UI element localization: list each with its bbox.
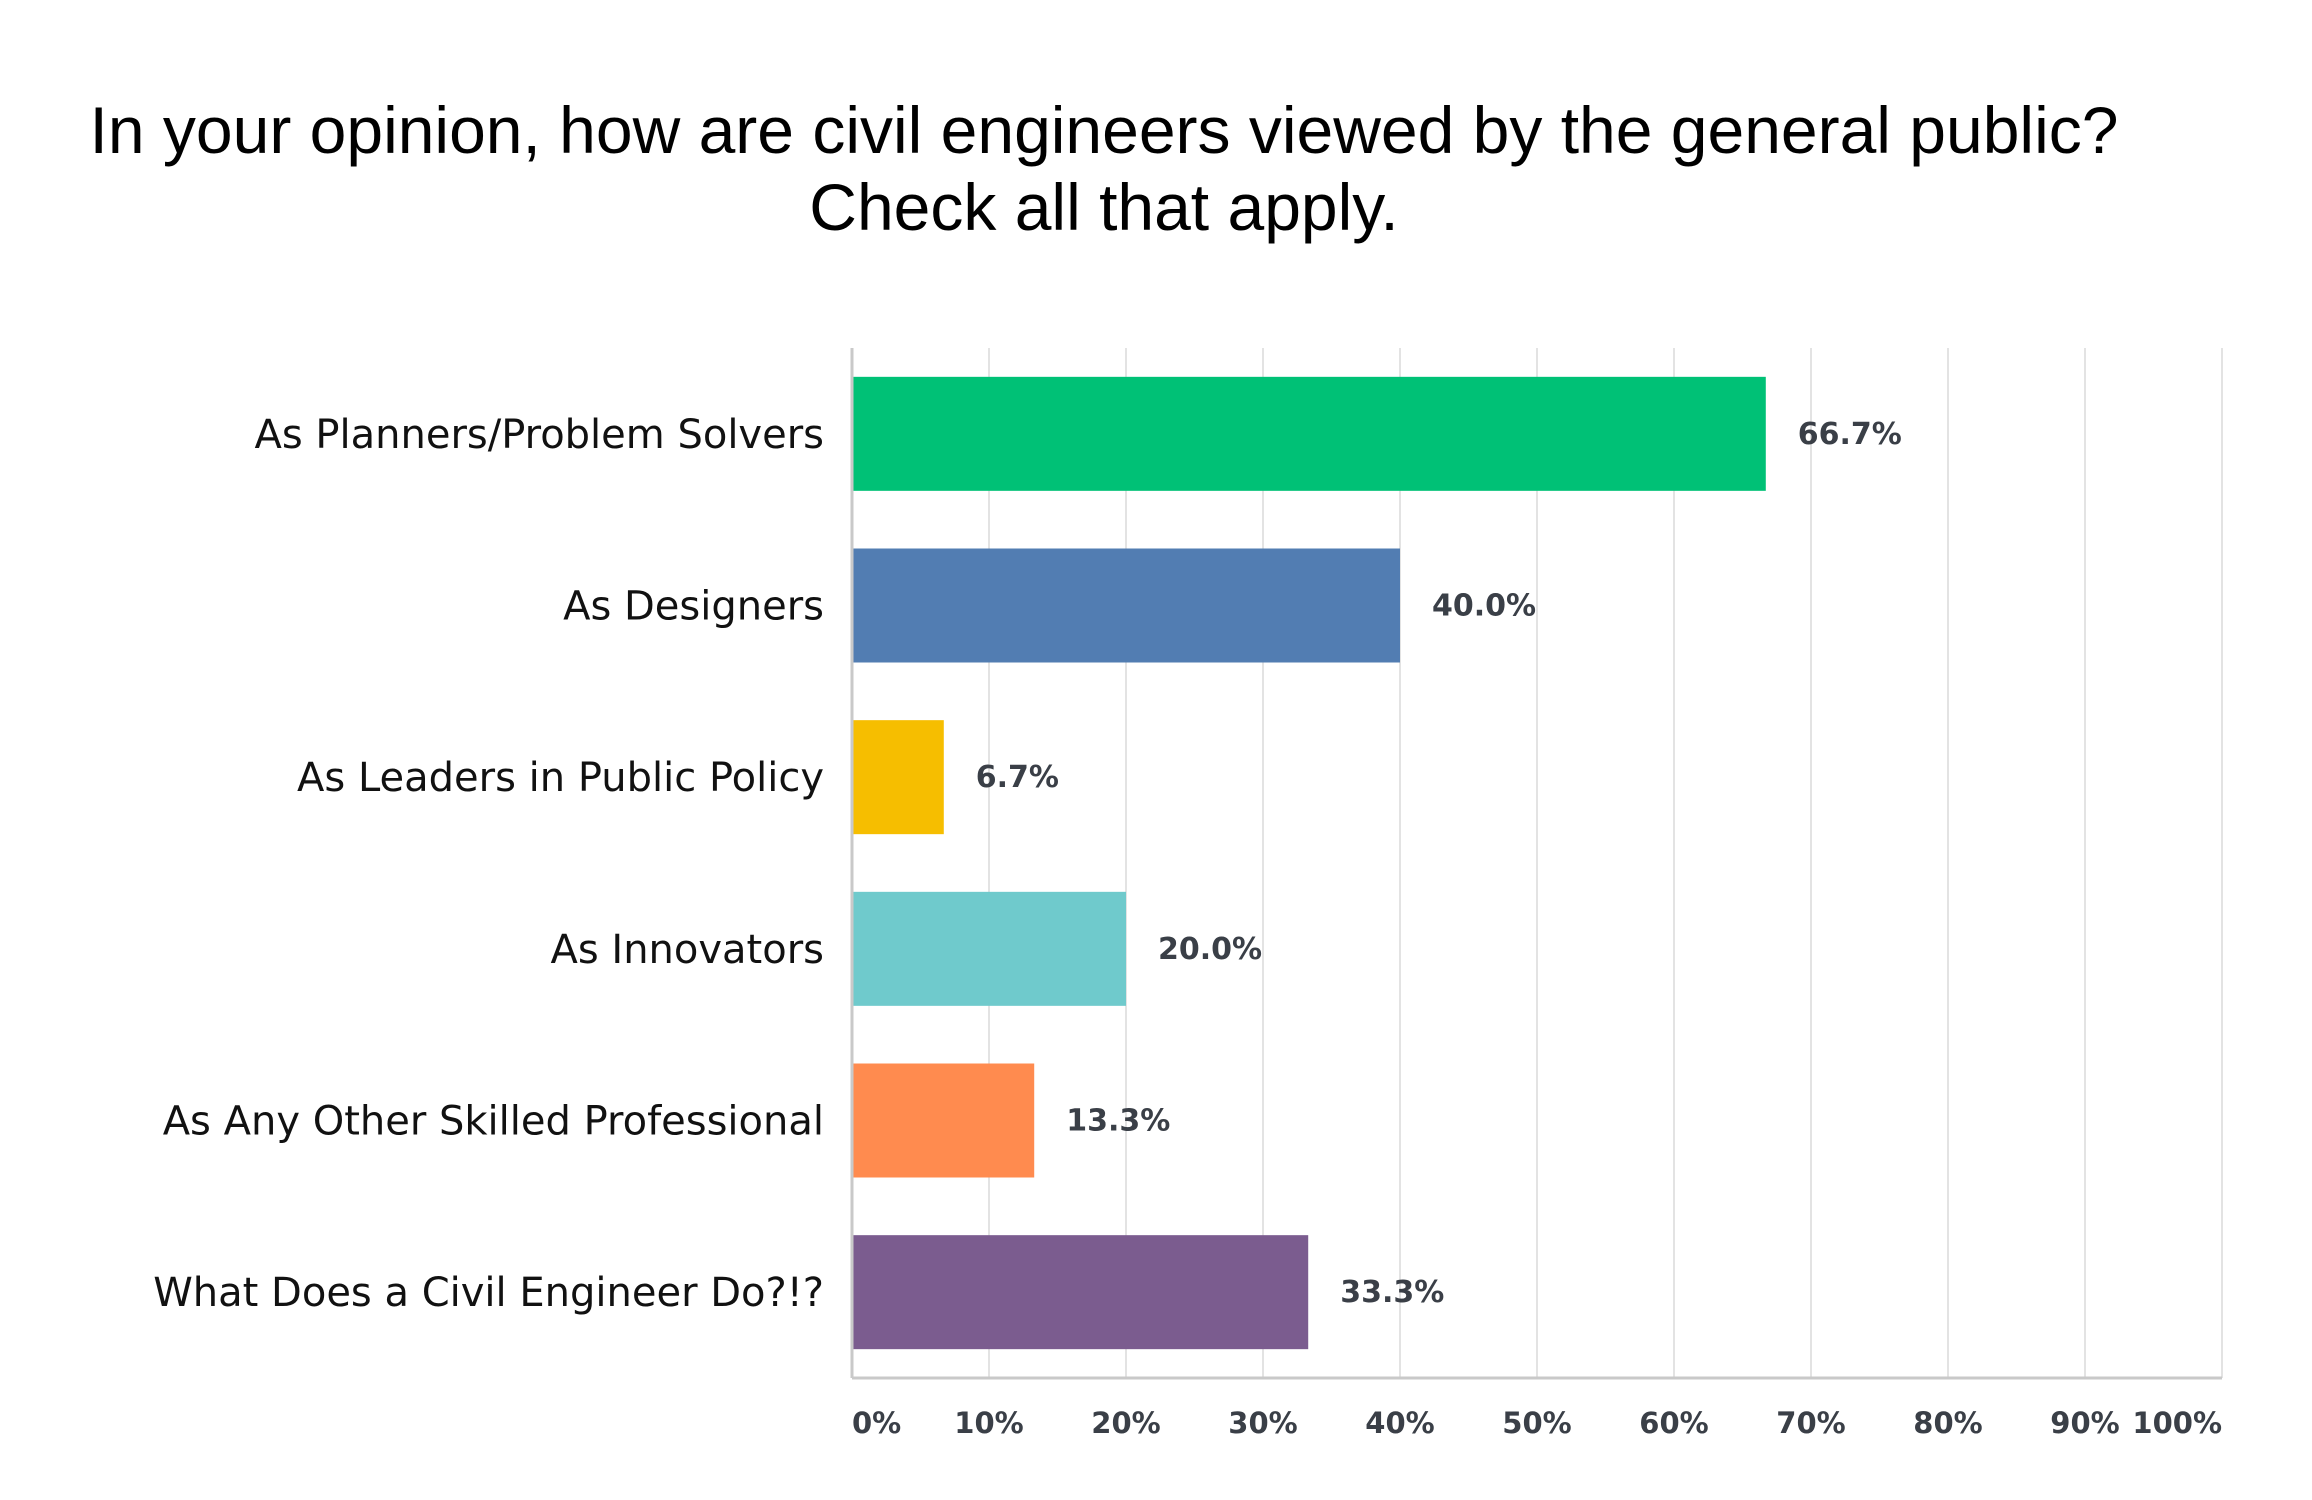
grid-lines [988,348,2223,1378]
bar [852,891,1126,1006]
x-tick-label: 80% [1913,1406,1982,1440]
x-tick-label: 60% [1639,1406,1708,1440]
category-label: As Designers [563,584,824,630]
category-label: What Does a Civil Engineer Do?!? [153,1270,824,1316]
x-tick-label: 0% [852,1406,901,1440]
x-tick-label: 50% [1502,1406,1571,1440]
bar [852,548,1400,663]
chart-title-line-2: Check all that apply. [809,170,1398,244]
data-label: 33.3% [1340,1275,1444,1310]
chart-title: In your opinion, how are civil engineers… [90,93,2119,244]
bars [852,376,1766,1350]
chart-title-line-1: In your opinion, how are civil engineers… [90,93,2119,167]
x-tick-label: 20% [1091,1406,1160,1440]
x-tick-label: 10% [954,1406,1023,1440]
x-tick-label: 100% [2132,1406,2222,1440]
data-label: 6.7% [976,760,1059,795]
bar [852,720,944,835]
labels: 0% 10% 20% 30% 40% 50% 60% 70% 80% 90% 100% As Plan… [153,412,2222,1440]
data-label: 13.3% [1066,1104,1170,1139]
bar [852,376,1766,491]
bar [852,1235,1309,1350]
bar [852,1063,1035,1178]
axes [850,348,2222,1380]
category-label: As Any Other Skilled Professional [163,1099,824,1145]
x-tick-label: 40% [1365,1406,1434,1440]
x-tick-label: 90% [2050,1406,2119,1440]
data-label: 20.0% [1158,932,1262,967]
category-label: As Innovators [550,927,824,973]
data-label: 40.0% [1432,589,1536,624]
data-label: 66.7% [1798,417,1902,452]
x-tick-label: 70% [1776,1406,1845,1440]
category-label: As Leaders in Public Policy [297,755,824,801]
category-label: As Planners/Problem Solvers [254,412,824,458]
x-tick-label: 30% [1228,1406,1297,1440]
